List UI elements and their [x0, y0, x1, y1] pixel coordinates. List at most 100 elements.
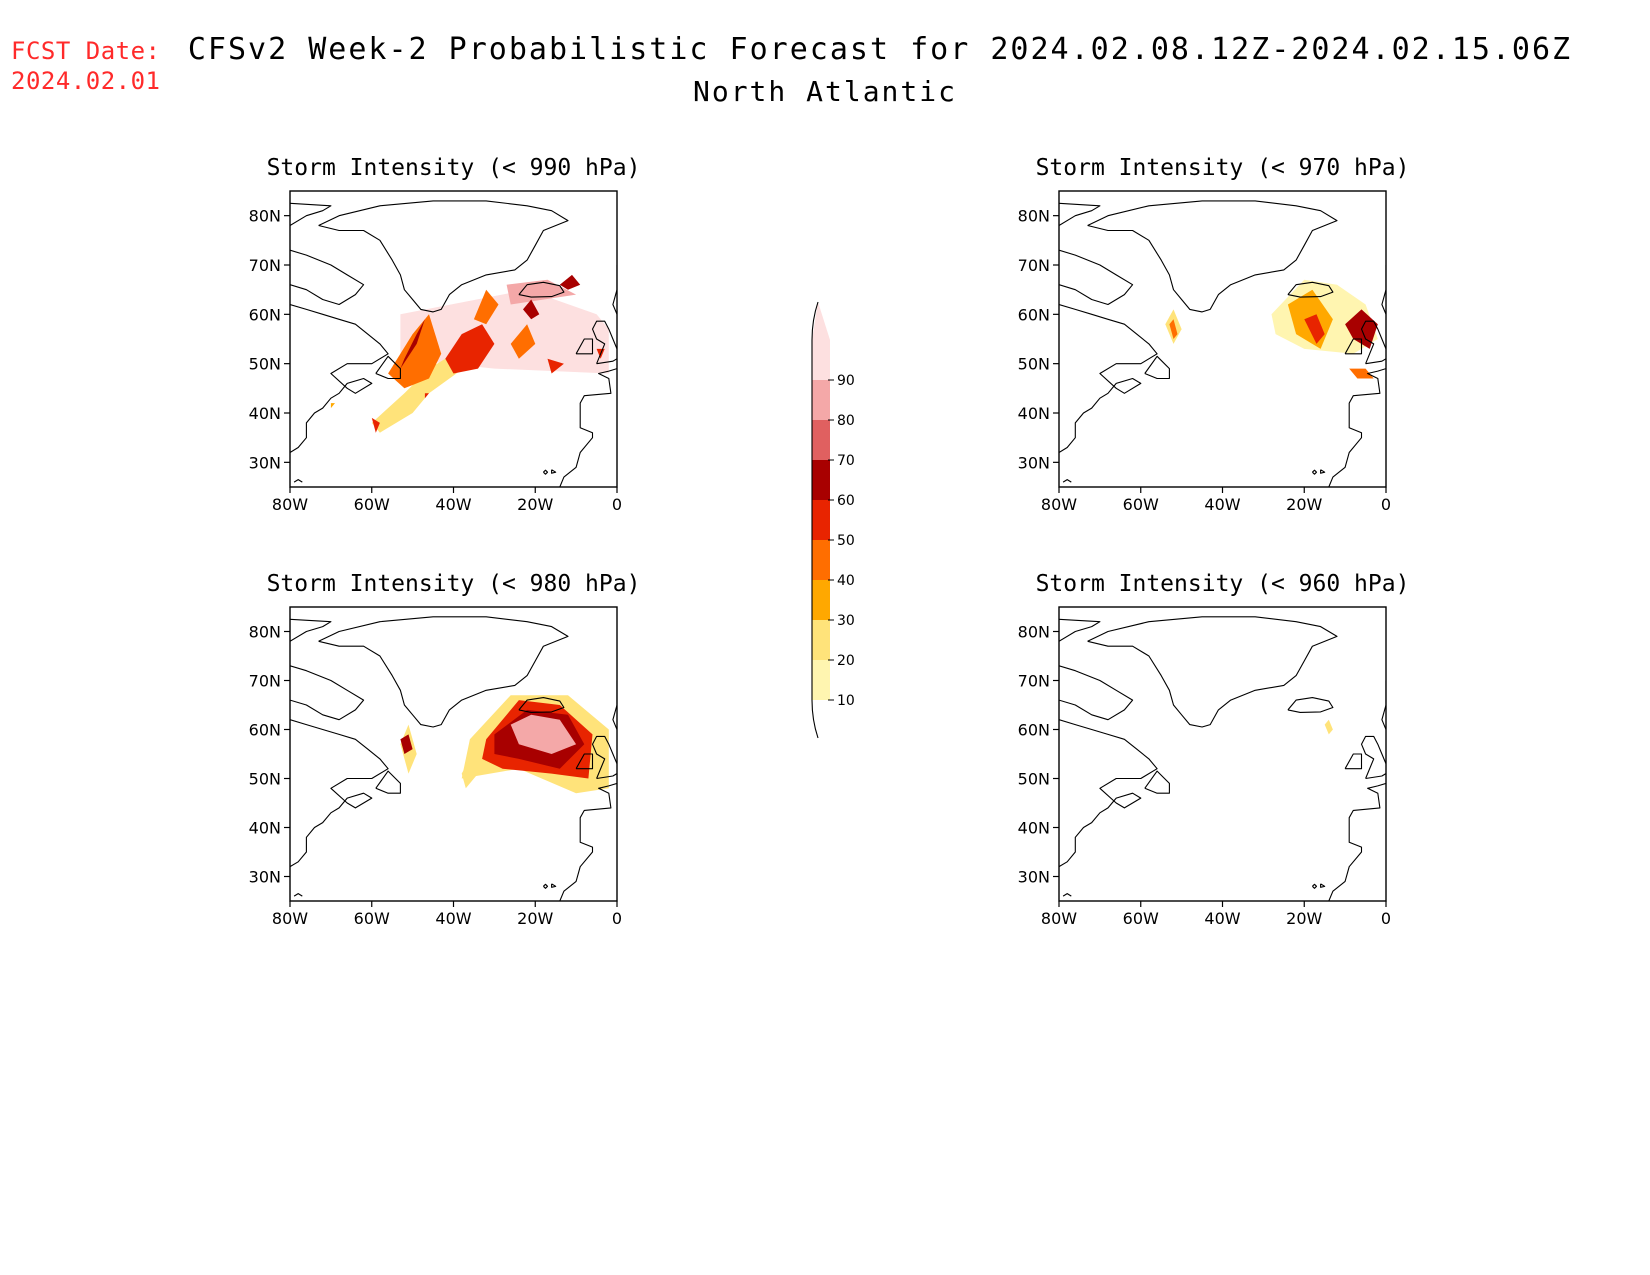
coastline [375, 355, 401, 380]
coastline [1059, 618, 1101, 642]
coastline [1381, 265, 1386, 315]
coastline [591, 320, 617, 365]
colorbar-label: 30 [837, 613, 855, 629]
colorbar-label: 90 [837, 373, 855, 389]
coastline [1381, 680, 1386, 730]
colorbar-segment [812, 340, 830, 380]
prob-region-40 [510, 324, 536, 359]
coastline [1328, 368, 1386, 487]
coastline [518, 281, 565, 298]
coastline [1087, 616, 1338, 728]
coastline [559, 782, 617, 901]
panel-title: Storm Intensity (< 970 hPa) [1036, 155, 1410, 181]
colorbar-label: 40 [837, 573, 855, 589]
coastline [290, 665, 365, 721]
x-tick-label: 20W [517, 909, 553, 928]
prob-region-50 [424, 393, 429, 399]
coastline [290, 618, 332, 642]
prob-region-50 [371, 417, 380, 433]
x-tick-label: 60W [354, 909, 390, 928]
x-tick-label: 0 [612, 495, 622, 514]
coastline [375, 770, 401, 794]
colorbar-label: 10 [837, 693, 855, 709]
coastline [1144, 355, 1170, 380]
y-tick-label: 40N [1018, 404, 1050, 423]
x-tick-label: 0 [1381, 909, 1391, 928]
coastline [1344, 753, 1363, 770]
x-tick-label: 40W [435, 495, 471, 514]
colorbar-label: 80 [837, 413, 855, 429]
title-line-2: North Atlantic [692, 75, 957, 108]
coastline [290, 303, 389, 453]
prob-region-40 [473, 289, 499, 325]
coastline [293, 893, 303, 897]
colorbar-label: 60 [837, 493, 855, 509]
y-tick-label: 60N [1018, 305, 1050, 324]
coastline [290, 202, 332, 226]
coastline [1287, 281, 1334, 298]
coastline [551, 883, 557, 888]
coastline [612, 680, 617, 730]
panel-title: Storm Intensity (< 990 hPa) [267, 155, 641, 181]
prob-region-20 [461, 758, 478, 789]
x-tick-label: 40W [1204, 495, 1240, 514]
map-panel-4: Storm Intensity (< 960 hPa) 80N 70N 60N 50N 4… [1018, 571, 1410, 928]
x-tick-label: 40W [1204, 909, 1240, 928]
panel-title: Storm Intensity (< 960 hPa) [1036, 571, 1410, 597]
coastline [1320, 469, 1326, 474]
y-tick-label: 30N [1018, 868, 1050, 887]
title-line-1: CFSv2 Week-2 Probabilistic Forecast for … [187, 32, 1573, 67]
y-tick-label: 40N [1018, 819, 1050, 838]
colorbar-segment [812, 540, 830, 580]
y-tick-label: 50N [249, 770, 281, 789]
colorbar-label: 50 [837, 533, 855, 549]
coastline [1360, 320, 1386, 365]
prob-region-40 [1349, 368, 1374, 379]
x-tick-label: 60W [354, 495, 390, 514]
colorbar-segment [812, 420, 830, 460]
coastline [575, 753, 594, 770]
y-tick-label: 60N [1018, 721, 1050, 740]
forecast-date-label: FCST Date: [11, 37, 161, 65]
y-tick-label: 80N [1018, 207, 1050, 226]
colorbar: 10 20 30 40 50 60 70 80 90 [811, 301, 855, 739]
colorbar-lower-extension [811, 699, 819, 739]
prob-region-60 [400, 734, 413, 754]
y-tick-label: 70N [1018, 256, 1050, 275]
y-tick-label: 70N [249, 256, 281, 275]
coastline [612, 265, 617, 315]
y-tick-label: 60N [249, 721, 281, 740]
prob-region-50 [547, 358, 564, 374]
prob-region-30 [330, 403, 335, 409]
coastline [1360, 735, 1386, 780]
forecast-date: FCST Date: 2024.02.01 [11, 36, 161, 96]
y-tick-label: 30N [249, 453, 281, 472]
y-tick-label: 50N [249, 355, 281, 374]
y-tick-label: 70N [1018, 672, 1050, 691]
panel-title: Storm Intensity (< 980 hPa) [267, 571, 641, 597]
y-tick-label: 30N [1018, 453, 1050, 472]
x-tick-label: 60W [1123, 495, 1159, 514]
x-tick-label: 40W [435, 909, 471, 928]
map-panel-2: Storm Intensity (< 970 hPa) 80N 70N 60N 50N 4… [1018, 155, 1410, 514]
coastline [1328, 782, 1386, 901]
coastline [591, 735, 617, 780]
colorbar-label: 20 [837, 653, 855, 669]
coastline [1144, 770, 1170, 794]
forecast-date-value: 2024.02.01 [11, 67, 161, 95]
x-tick-label: 80W [272, 909, 308, 928]
coastline [1062, 479, 1072, 483]
x-tick-label: 0 [1381, 495, 1391, 514]
coastline [1062, 893, 1072, 897]
x-tick-label: 80W [1041, 495, 1077, 514]
coastline [1059, 202, 1101, 226]
y-tick-label: 70N [249, 672, 281, 691]
x-tick-label: 80W [1041, 909, 1077, 928]
coastline [575, 338, 594, 355]
coastline [1312, 469, 1318, 475]
y-tick-label: 50N [1018, 355, 1050, 374]
coastline [1059, 665, 1134, 721]
colorbar-segment [812, 620, 830, 660]
coastline [318, 200, 569, 313]
prob-region-60 [400, 319, 425, 369]
